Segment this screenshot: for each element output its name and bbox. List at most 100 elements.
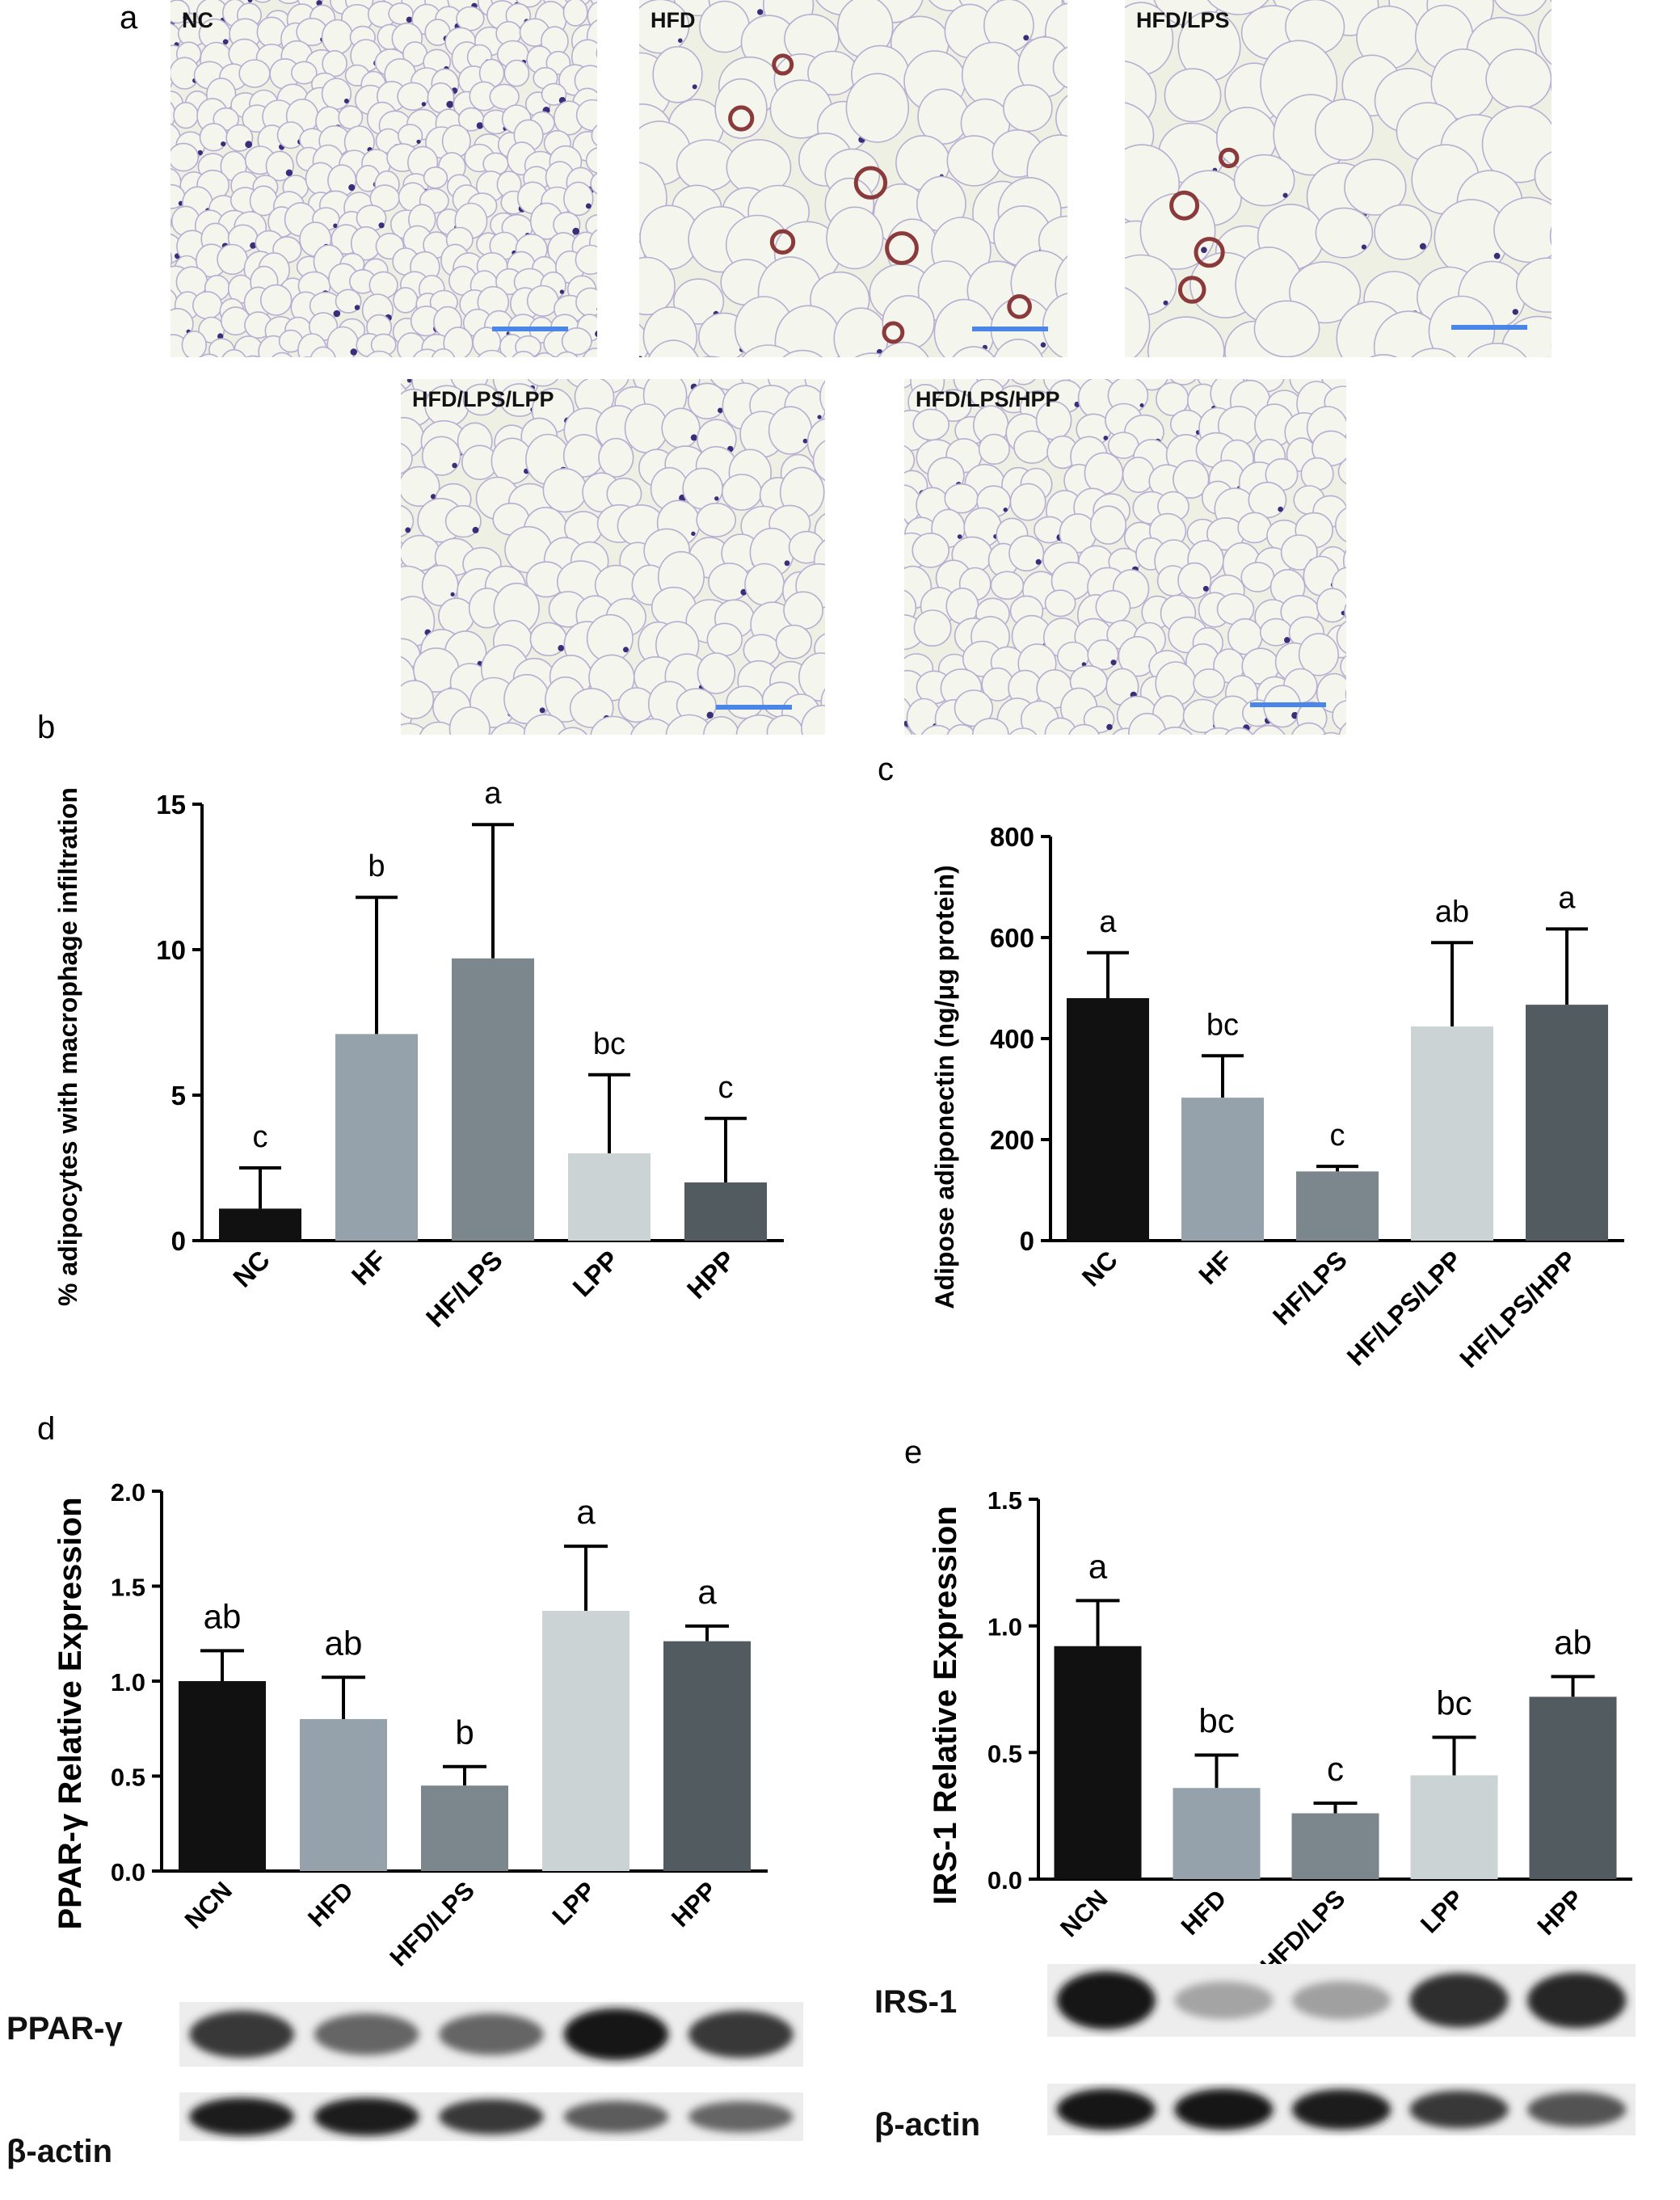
category-label: HF/LPS [1267, 1245, 1353, 1330]
blot-band-protein [563, 2008, 669, 2060]
blot-band-protein [1527, 1972, 1627, 2029]
significance-letter: ab [325, 1624, 363, 1662]
blot-band-loading [563, 2101, 669, 2133]
blot-label-beta-actin: β-actin [6, 2134, 113, 2169]
blot-band-loading [189, 2097, 295, 2136]
significance-letter: a [697, 1573, 717, 1611]
significance-letter: c [253, 1120, 268, 1154]
bar [1181, 1098, 1264, 1241]
tissue-image [1125, 0, 1552, 357]
micrograph-nc: NC [171, 0, 597, 357]
y-tick-label: 10 [156, 935, 186, 965]
bar [1173, 1788, 1261, 1879]
category-label: NCN [179, 1876, 238, 1934]
blot-band-loading [1174, 2088, 1274, 2130]
significance-letter: ab [1554, 1623, 1592, 1661]
tissue-image [171, 0, 597, 357]
significance-letter: bc [1198, 1701, 1234, 1739]
category-label: HF [1193, 1245, 1238, 1290]
category-label: NC [1076, 1245, 1123, 1292]
significance-letter: b [455, 1713, 474, 1751]
category-label: NC [227, 1245, 276, 1293]
significance-letter: a [1099, 905, 1117, 939]
category-label: LPP [547, 1876, 601, 1930]
blot-band-loading [439, 2099, 544, 2135]
blot-label-beta-actin: β-actin [874, 2107, 981, 2143]
chart-adiponectin: 0 200 400 600 800 Adipose adiponectin (ng/μg … [930, 822, 1624, 1373]
western-blot-irs1 [1047, 1964, 1636, 2135]
category-label: HF/LPS [420, 1245, 508, 1333]
y-axis-label: % adipocytes with macrophage infiltratio… [53, 787, 82, 1306]
significance-letter: a [484, 777, 502, 811]
significance-letter: a [576, 1493, 596, 1531]
bar [684, 1182, 767, 1241]
category-label: LPP [566, 1245, 625, 1303]
category-label: HPP [1532, 1884, 1589, 1941]
blot-band-loading [1291, 2088, 1392, 2130]
bar [335, 1034, 418, 1241]
blot-band-loading [1527, 2092, 1627, 2127]
bar [421, 1785, 508, 1871]
micrograph-label: HFD [651, 8, 696, 32]
bar [1410, 1775, 1498, 1879]
tissue-image [639, 0, 1067, 357]
blot-label-ppar-gamma: PPAR-γ [6, 2011, 123, 2046]
y-tick-label: 1.5 [111, 1574, 145, 1602]
y-tick-label: 0 [1020, 1226, 1034, 1256]
category-label: HF/LPS/LPP [1341, 1245, 1467, 1371]
blot-band-protein [1291, 1981, 1392, 2020]
bar [1529, 1696, 1617, 1879]
category-label: HF [346, 1245, 392, 1291]
panel-label-d: d [37, 1411, 56, 1447]
significance-letter: b [368, 849, 385, 883]
bar [1296, 1171, 1379, 1241]
bar [1291, 1813, 1379, 1879]
category-label: LPP [1415, 1884, 1469, 1938]
y-tick-label: 0.0 [987, 1866, 1022, 1894]
blot-band-protein [1056, 1971, 1156, 2029]
bar [1054, 1646, 1142, 1879]
micrograph-hfd-lps: HFD/LPS [1125, 0, 1552, 357]
y-tick-label: 800 [990, 822, 1034, 852]
bar [219, 1208, 301, 1241]
panel-label-b: b [37, 710, 56, 745]
bar [663, 1641, 751, 1871]
micrograph-hfd: HFD [639, 0, 1067, 357]
y-tick-label: 0 [171, 1226, 186, 1256]
blot-band-loading [314, 2097, 419, 2136]
micrograph-hfd-lps-lpp: HFD/LPS/LPP [401, 379, 825, 735]
blot-band-loading [1056, 2088, 1156, 2130]
blot-band-protein [189, 2010, 295, 2059]
blot-label-irs1: IRS-1 [874, 1984, 958, 2020]
bar [1526, 1005, 1608, 1241]
y-axis-label: IRS-1 Relative Expression [928, 1506, 963, 1905]
blot-band-protein [439, 2013, 544, 2055]
bar [300, 1719, 387, 1871]
panel-label-e: e [904, 1435, 923, 1470]
category-label: HF/LPS/HPP [1454, 1245, 1582, 1373]
chart-ppar-gamma: 0.0 0.5 1.0 1.5 2.0 PPAR-γ Relative Expressio… [53, 1478, 768, 1972]
significance-letter: c [718, 1071, 734, 1105]
scale-bar [1451, 325, 1527, 330]
category-label: HPP [681, 1245, 741, 1304]
micrograph-label: HFD/LPS [1136, 8, 1230, 32]
scale-bar [972, 327, 1048, 331]
chart-irs1: 0.0 0.5 1.0 1.5 IRS-1 Relative Expression a NC… [928, 1486, 1632, 1980]
y-axis-label: PPAR-γ Relative Expression [53, 1497, 88, 1929]
bar [542, 1611, 629, 1871]
significance-letter: ab [204, 1597, 242, 1635]
bar [568, 1153, 651, 1241]
micrograph-label: HFD/LPS/HPP [916, 387, 1060, 411]
category-label: NCN [1055, 1884, 1113, 1942]
micrograph-label: HFD/LPS/LPP [412, 387, 554, 411]
scale-bar [1250, 702, 1326, 707]
y-tick-label: 0.5 [987, 1739, 1022, 1768]
significance-letter: bc [593, 1027, 625, 1061]
significance-letter: a [1558, 881, 1576, 915]
significance-letter: ab [1435, 895, 1469, 929]
tissue-image [904, 379, 1346, 735]
category-label: HFD [302, 1876, 359, 1932]
significance-letter: c [1327, 1750, 1344, 1788]
y-tick-label: 600 [990, 923, 1034, 953]
y-tick-label: 1.0 [111, 1668, 145, 1696]
